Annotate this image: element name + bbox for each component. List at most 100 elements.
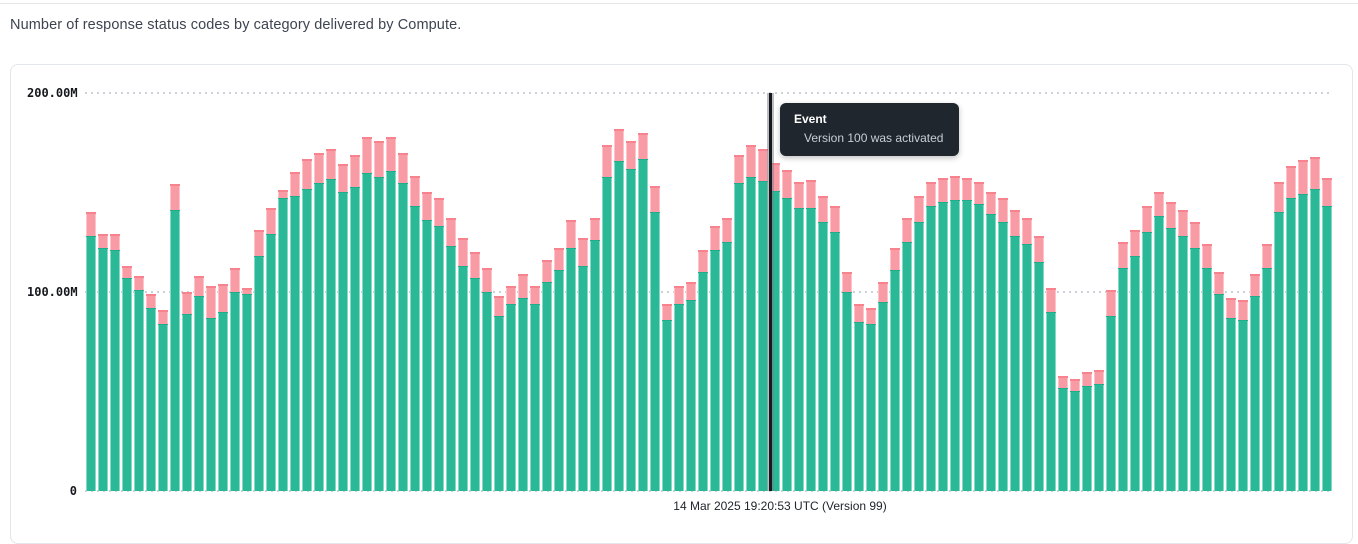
bar[interactable]	[842, 272, 852, 491]
bar[interactable]	[290, 172, 300, 491]
bar[interactable]	[302, 159, 312, 491]
bar[interactable]	[1118, 242, 1128, 491]
bar[interactable]	[206, 286, 216, 491]
bar[interactable]	[806, 180, 816, 491]
bar[interactable]	[350, 155, 360, 491]
bar[interactable]	[110, 234, 120, 491]
bar[interactable]	[1250, 274, 1260, 491]
bar[interactable]	[578, 238, 588, 491]
bar[interactable]	[1058, 376, 1068, 491]
bar[interactable]	[374, 141, 384, 491]
bar[interactable]	[1094, 370, 1104, 491]
bar[interactable]	[422, 192, 432, 491]
bar[interactable]	[734, 155, 744, 491]
bar[interactable]	[386, 137, 396, 491]
bar[interactable]	[866, 308, 876, 491]
bar[interactable]	[566, 220, 576, 491]
bar[interactable]	[626, 141, 636, 491]
bar[interactable]	[278, 190, 288, 491]
bar[interactable]	[782, 170, 792, 491]
bar[interactable]	[134, 276, 144, 491]
bar[interactable]	[470, 252, 480, 491]
bar[interactable]	[254, 230, 264, 491]
bar[interactable]	[482, 268, 492, 491]
bar[interactable]	[326, 149, 336, 491]
bar[interactable]	[542, 260, 552, 491]
bar[interactable]	[854, 304, 864, 491]
bar[interactable]	[362, 137, 372, 491]
bar[interactable]	[902, 218, 912, 491]
bar[interactable]	[1322, 178, 1332, 491]
bar[interactable]	[590, 218, 600, 491]
bar[interactable]	[986, 192, 996, 491]
bar[interactable]	[434, 198, 444, 491]
bar[interactable]	[878, 282, 888, 491]
bar[interactable]	[698, 250, 708, 491]
bar[interactable]	[650, 186, 660, 491]
bar[interactable]	[1046, 288, 1056, 491]
bar[interactable]	[1238, 300, 1248, 491]
bar[interactable]	[338, 164, 348, 491]
bar[interactable]	[1190, 222, 1200, 491]
bar[interactable]	[1286, 166, 1296, 491]
bar[interactable]	[938, 178, 948, 491]
bar[interactable]	[1214, 272, 1224, 491]
bar[interactable]	[1178, 210, 1188, 491]
bar[interactable]	[530, 286, 540, 491]
bar[interactable]	[314, 153, 324, 491]
bar[interactable]	[494, 296, 504, 491]
bar[interactable]	[1106, 290, 1116, 491]
bar[interactable]	[638, 133, 648, 491]
bar[interactable]	[1154, 192, 1164, 491]
bar[interactable]	[722, 218, 732, 491]
bar[interactable]	[710, 226, 720, 491]
bar[interactable]	[158, 310, 168, 491]
bar[interactable]	[398, 153, 408, 491]
bar[interactable]	[122, 266, 132, 491]
bar[interactable]	[926, 182, 936, 491]
bar[interactable]	[662, 304, 672, 491]
bar[interactable]	[410, 176, 420, 491]
bar[interactable]	[794, 182, 804, 491]
bar[interactable]	[830, 206, 840, 491]
bar[interactable]	[146, 294, 156, 491]
bar[interactable]	[554, 248, 564, 491]
bar[interactable]	[218, 284, 228, 491]
event-marker-line[interactable]	[767, 93, 774, 491]
bar[interactable]	[614, 129, 624, 491]
bar[interactable]	[1226, 298, 1236, 491]
bar[interactable]	[686, 282, 696, 491]
bar[interactable]	[1142, 206, 1152, 491]
bar[interactable]	[950, 176, 960, 491]
bar[interactable]	[194, 276, 204, 491]
bar[interactable]	[1310, 157, 1320, 491]
bar[interactable]	[230, 268, 240, 491]
bar[interactable]	[1082, 372, 1092, 491]
bar[interactable]	[974, 182, 984, 491]
bar[interactable]	[602, 145, 612, 491]
bar[interactable]	[746, 145, 756, 491]
bar[interactable]	[1262, 244, 1272, 491]
bar[interactable]	[1010, 210, 1020, 491]
bar[interactable]	[1298, 160, 1308, 491]
bar[interactable]	[1070, 379, 1080, 491]
bar[interactable]	[86, 212, 96, 491]
bar[interactable]	[1202, 244, 1212, 491]
bar[interactable]	[458, 238, 468, 491]
bar[interactable]	[770, 163, 780, 491]
bar[interactable]	[818, 196, 828, 491]
bar[interactable]	[1274, 182, 1284, 491]
bar[interactable]	[518, 274, 528, 491]
bar[interactable]	[998, 198, 1008, 491]
bar[interactable]	[1022, 218, 1032, 491]
bar[interactable]	[1166, 202, 1176, 491]
bar[interactable]	[1130, 230, 1140, 491]
bar[interactable]	[242, 288, 252, 491]
bar[interactable]	[758, 149, 768, 491]
bar[interactable]	[446, 218, 456, 491]
bar[interactable]	[266, 208, 276, 491]
bar[interactable]	[170, 184, 180, 491]
bar[interactable]	[914, 196, 924, 491]
bar[interactable]	[674, 286, 684, 491]
bar[interactable]	[182, 292, 192, 491]
